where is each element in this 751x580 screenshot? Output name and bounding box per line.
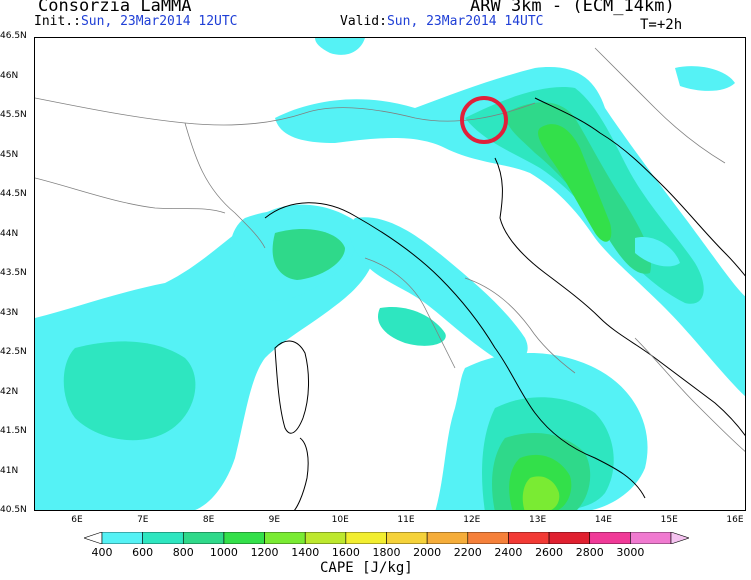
colorbar-box	[264, 532, 306, 544]
colorbar-box	[223, 532, 265, 544]
colorbar-box	[630, 532, 672, 544]
colorbar-box	[345, 532, 387, 544]
borders	[35, 47, 745, 452]
colorbar-label: 2600	[535, 546, 564, 559]
lon-label: 9E	[268, 515, 281, 525]
colorbar-box	[101, 532, 143, 544]
lon-label: 15E	[660, 515, 678, 525]
colorbar-label: 1600	[331, 546, 360, 559]
colorbar-box	[548, 532, 591, 544]
cape-shading	[35, 38, 745, 510]
colorbar-box	[467, 532, 509, 544]
lon-label: 12E	[463, 515, 481, 525]
init-time: Init.:Sun, 23Mar2014 12UTC	[34, 14, 238, 29]
colorbar-label: 2200	[453, 546, 482, 559]
lat-label: 45.5N	[0, 110, 27, 120]
colorbar-extend-high	[670, 532, 689, 544]
coastlines	[264, 97, 745, 510]
model-title: ARW 3km - (ECM_14km)	[470, 0, 675, 16]
colorbar-label: 2000	[413, 546, 442, 559]
colorbar-label: 1000	[209, 546, 238, 559]
lat-label: 43N	[0, 307, 19, 318]
colorbar-label: 1200	[250, 546, 279, 559]
colorbar-box	[508, 532, 550, 544]
valid-time: Valid:Sun, 23Mar2014 14UTC	[340, 14, 544, 29]
colorbar-label: 600	[132, 546, 154, 559]
lat-label: 40.5N	[0, 505, 27, 515]
colorbar-box	[426, 532, 469, 544]
colorbar-label: 3000	[616, 546, 645, 559]
lon-label: 16E	[726, 515, 744, 525]
colorbar-label: 2800	[575, 546, 604, 559]
lon-label: 7E	[137, 515, 149, 525]
map-canvas	[35, 38, 745, 510]
colorbar-label: 2400	[494, 546, 523, 559]
colorbar-box	[304, 532, 347, 544]
colorbar-box	[386, 532, 428, 544]
cape-map	[34, 37, 746, 511]
lon-label: 14E	[594, 515, 612, 525]
colorbar-box	[182, 532, 225, 544]
lat-label: 45N	[0, 149, 19, 160]
colorbar	[84, 532, 689, 544]
lon-label: 13E	[529, 515, 547, 525]
lat-label: 46N	[0, 70, 19, 81]
colorbar-extend-low	[84, 532, 103, 544]
forecast-step: T=+2h	[640, 17, 683, 33]
lat-label: 44.5N	[0, 189, 27, 199]
lat-label: 41N	[0, 465, 19, 476]
colorbar-label: 1400	[291, 546, 320, 559]
lat-label: 43.5N	[0, 268, 27, 278]
producer-title: Consorzia LaMMA	[38, 0, 192, 16]
colorbar-box	[589, 532, 631, 544]
lat-label: 42.5N	[0, 347, 27, 357]
lat-label: 41.5N	[0, 426, 27, 436]
colorbar-title: CAPE [J/kg]	[320, 560, 413, 576]
lon-label: 11E	[397, 515, 415, 525]
lon-label: 8E	[202, 515, 215, 525]
colorbar-box	[142, 532, 184, 544]
colorbar-label: 800	[172, 546, 194, 559]
lat-label: 44N	[0, 228, 19, 239]
lon-label: 10E	[331, 515, 349, 525]
colorbar-label: 400	[91, 546, 113, 559]
lat-label: 42N	[0, 386, 19, 397]
lat-label: 46.5N	[0, 31, 27, 41]
colorbar-label: 1800	[372, 546, 401, 559]
lon-label: 6E	[71, 515, 83, 525]
highlight-circle	[460, 96, 508, 144]
